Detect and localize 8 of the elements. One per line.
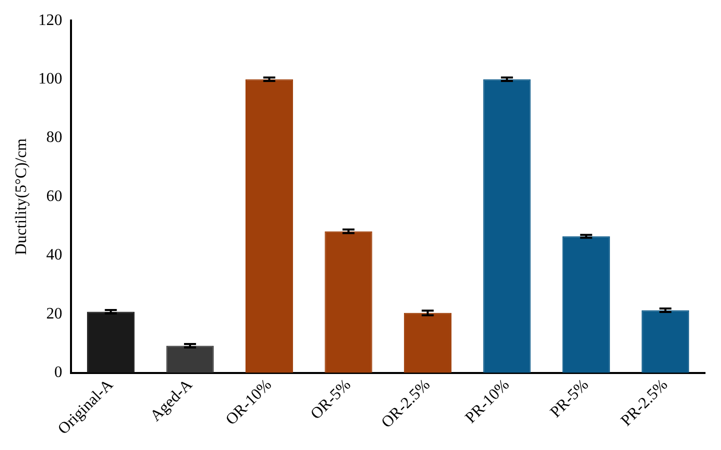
y-tick-label: 60 <box>46 188 62 205</box>
y-tick-label: 100 <box>38 70 62 88</box>
y-axis-title: Ductility(5°C)/cm <box>12 138 30 255</box>
y-tick-label: 80 <box>46 129 62 146</box>
y-tick-label: 20 <box>46 305 62 322</box>
y-tick-label: 40 <box>46 246 62 264</box>
y-tick-label: 0 <box>54 364 62 381</box>
y-tick-label: 120 <box>38 12 62 29</box>
